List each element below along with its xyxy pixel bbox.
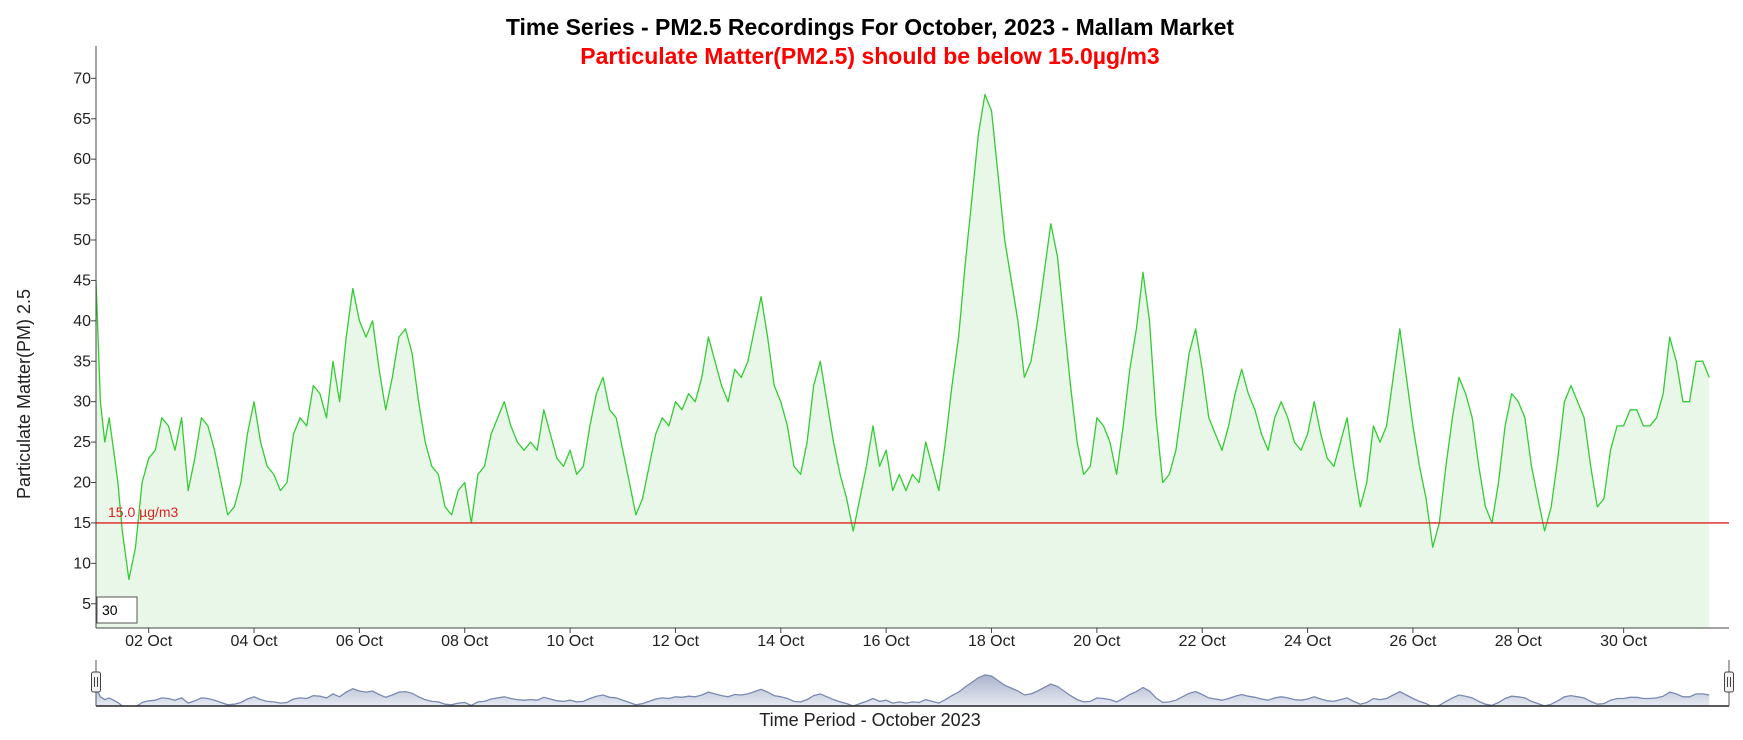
y-tick-label: 15	[73, 515, 91, 532]
x-tick-label: 22 Oct	[1179, 633, 1227, 650]
y-tick-label: 45	[73, 272, 91, 289]
y-axis-label: Particulate Matter(PM) 2.5	[14, 289, 34, 499]
handle-body[interactable]	[91, 671, 101, 693]
y-tick-label: 30	[73, 394, 91, 411]
x-tick-label: 12 Oct	[652, 633, 700, 650]
y-tick-label: 50	[73, 232, 91, 249]
navigator-right-handle[interactable]	[1724, 671, 1734, 693]
y-tick-label: 55	[73, 192, 91, 209]
y-ticks: 5 10 15 20 25 30 35 40 45 50 55 60 65 70	[73, 70, 96, 613]
y-tick-label: 20	[73, 475, 91, 492]
rolling-period-value: 30	[102, 602, 118, 618]
y-tick-label: 40	[73, 313, 91, 330]
navigator-series	[96, 674, 1710, 706]
x-tick-label: 08 Oct	[441, 633, 489, 650]
y-tick-label: 10	[73, 555, 91, 572]
x-tick-label: 06 Oct	[336, 633, 384, 650]
handle-body[interactable]	[1724, 671, 1734, 693]
x-tick-label: 28 Oct	[1495, 633, 1543, 650]
pm25-area-fill	[96, 94, 1710, 628]
pm25-area-layer	[96, 93, 1710, 628]
x-tick-label: 04 Oct	[230, 633, 278, 650]
y-tick-label: 70	[73, 70, 91, 87]
axes-layer	[95, 46, 1729, 629]
y-tick-label: 5	[82, 596, 91, 613]
x-tick-label: 02 Oct	[125, 633, 173, 650]
pm25-series-line	[96, 93, 1710, 581]
chart-subtitle: Particulate Matter(PM2.5) should be belo…	[580, 43, 1159, 69]
x-tick-label: 16 Oct	[863, 633, 911, 650]
x-ticks: 02 Oct 04 Oct 06 Oct 08 Oct 10 Oct 12 Oct 14 O…	[125, 628, 1648, 650]
y-tick-label: 65	[73, 111, 91, 128]
x-tick-label: 18 Oct	[968, 633, 1016, 650]
rolling-period-input[interactable]: 30	[96, 596, 138, 624]
y-tick-label: 35	[73, 353, 91, 370]
x-tick-label: 20 Oct	[1073, 633, 1121, 650]
y-tick-label: 60	[73, 151, 91, 168]
range-navigator[interactable]	[91, 660, 1734, 709]
x-tick-label: 10 Oct	[547, 633, 595, 650]
x-tick-label: 26 Oct	[1389, 633, 1437, 650]
y-tick-label: 25	[73, 434, 91, 451]
navigator-area	[96, 674, 1710, 706]
threshold-layer: 15.0 µg/m3	[96, 504, 1729, 524]
x-tick-label: 14 Oct	[757, 633, 805, 650]
navigator-left-handle[interactable]	[91, 671, 101, 693]
chart-title: Time Series - PM2.5 Recordings For Octob…	[506, 14, 1235, 40]
threshold-label: 15.0 µg/m3	[108, 504, 179, 520]
x-axis-label: Time Period - October 2023	[759, 710, 980, 730]
x-tick-label: 24 Oct	[1284, 633, 1332, 650]
x-tick-label: 30 Oct	[1600, 633, 1648, 650]
